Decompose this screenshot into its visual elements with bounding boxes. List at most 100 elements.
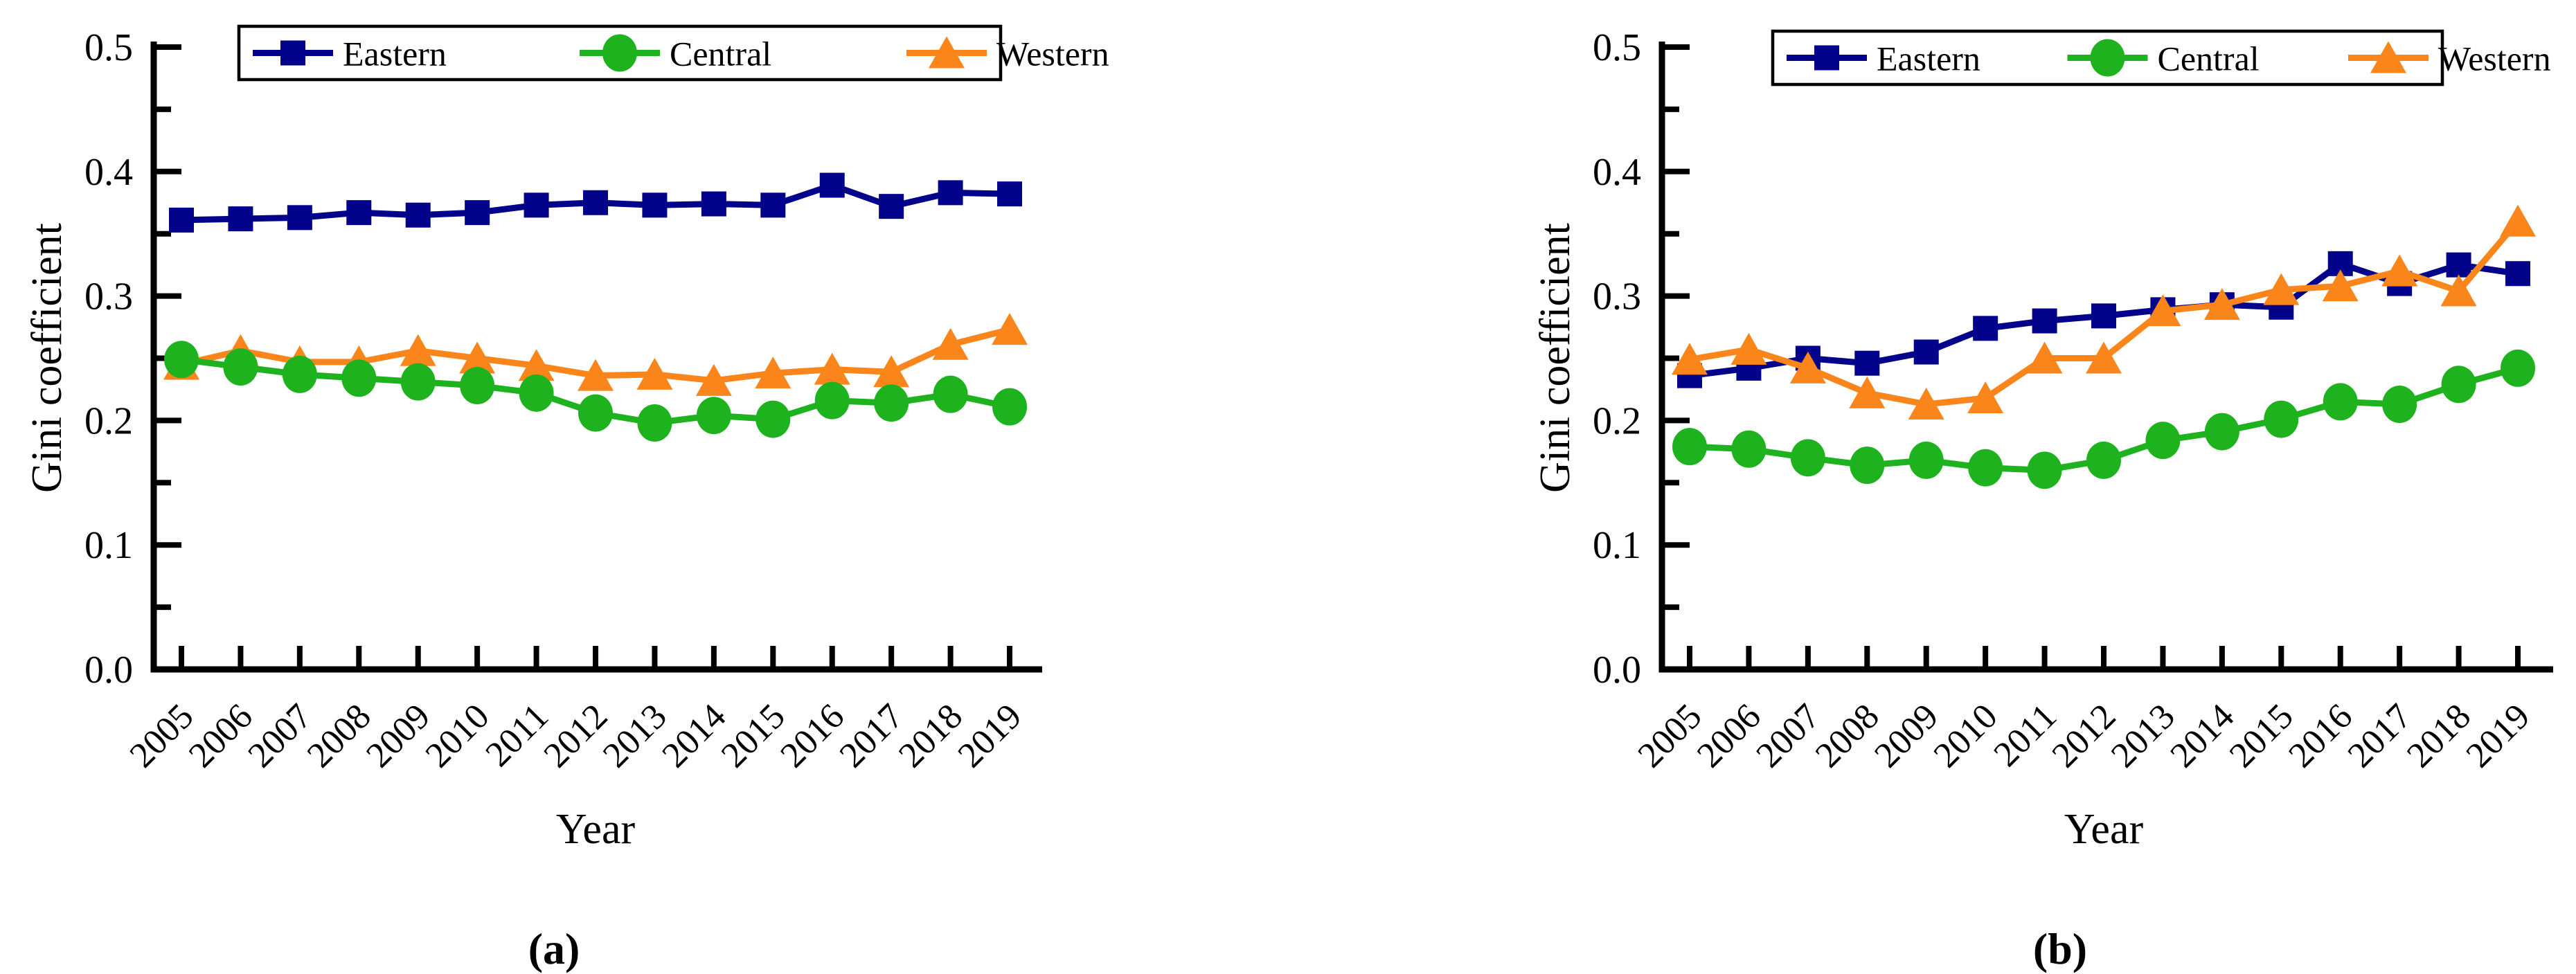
marker-eastern-2018 xyxy=(938,180,963,206)
x-tick-label-2018: 2018 xyxy=(891,696,970,775)
marker-western-2018 xyxy=(932,327,969,360)
marker-central-2007 xyxy=(282,355,317,393)
x-tick-label-2007: 2007 xyxy=(1749,696,1828,775)
marker-eastern-2011 xyxy=(524,192,549,218)
caption-b: (b) xyxy=(2033,924,2087,973)
y-tick-label: 0.4 xyxy=(84,151,133,194)
marker-central-2010 xyxy=(460,367,495,405)
marker-central-2009 xyxy=(1908,441,1944,479)
marker-central-2008 xyxy=(341,359,377,397)
marker-central-2011 xyxy=(519,374,554,412)
marker-central-2014 xyxy=(696,397,731,435)
marker-eastern-2017 xyxy=(879,194,904,219)
marker-eastern-2013 xyxy=(642,192,668,218)
x-tick-label-2015: 2015 xyxy=(714,696,793,775)
panel-a: 0.00.10.20.30.40.52005200620072008200920… xyxy=(24,24,1109,973)
marker-western-2012 xyxy=(2086,341,2122,374)
legend-marker-circle xyxy=(2090,39,2125,77)
marker-eastern-2019 xyxy=(997,181,1023,207)
marker-eastern-2007 xyxy=(287,205,312,231)
x-tick-label-2012: 2012 xyxy=(2045,696,2124,775)
marker-central-2015 xyxy=(755,400,791,438)
legend-marker-circle xyxy=(602,34,637,72)
legend-item-eastern: Eastern xyxy=(253,35,447,73)
marker-central-2018 xyxy=(2441,366,2476,404)
legend-item-central: Central xyxy=(2067,39,2260,78)
marker-central-2019 xyxy=(2501,349,2536,387)
x-tick-label-2011: 2011 xyxy=(478,696,556,774)
marker-central-2010 xyxy=(1968,449,2003,487)
y-tick-label: 0.0 xyxy=(1593,649,1641,692)
legend-marker-triangle xyxy=(929,36,965,69)
marker-central-2007 xyxy=(1790,439,1825,477)
marker-western-2018 xyxy=(2440,274,2477,307)
marker-western-2006 xyxy=(1730,332,1767,365)
x-tick-label-2005: 2005 xyxy=(1631,696,1710,775)
marker-western-2019 xyxy=(2500,204,2537,237)
legend-marker-square xyxy=(280,40,305,66)
x-tick-label-2018: 2018 xyxy=(2399,696,2478,775)
legend-label: Eastern xyxy=(343,35,447,73)
marker-western-2016 xyxy=(814,352,850,385)
marker-central-2017 xyxy=(874,384,909,422)
marker-central-2016 xyxy=(814,381,850,420)
panel-b: 0.00.10.20.30.40.52005200620072008200920… xyxy=(1532,26,2553,973)
legend-marker-triangle xyxy=(2370,41,2406,73)
marker-eastern-2005 xyxy=(169,207,194,233)
marker-western-2012 xyxy=(578,359,614,391)
marker-eastern-2010 xyxy=(465,200,490,226)
legend-label: Eastern xyxy=(1877,39,1980,78)
x-tick-label-2005: 2005 xyxy=(123,696,202,775)
marker-western-2014 xyxy=(2203,288,2240,321)
marker-central-2019 xyxy=(992,388,1028,426)
series-eastern xyxy=(1677,251,2531,388)
marker-eastern-2006 xyxy=(228,206,253,232)
legend: Eastern Central Western xyxy=(237,24,1109,82)
marker-central-2012 xyxy=(578,394,614,432)
marker-western-2015 xyxy=(2263,273,2300,305)
x-tick-label-2008: 2008 xyxy=(1808,696,1887,775)
x-tick-label-2013: 2013 xyxy=(2104,696,2183,775)
marker-central-2008 xyxy=(1850,447,1885,485)
legend: Eastern Central Western xyxy=(1771,29,2551,87)
y-tick-label: 0.3 xyxy=(84,276,133,318)
x-tick-label-2009: 2009 xyxy=(359,696,438,775)
y-tick-label: 0.4 xyxy=(1593,151,1641,194)
marker-western-2011 xyxy=(518,349,555,381)
x-tick-label-2017: 2017 xyxy=(2341,696,2420,775)
y-tick-label: 0.2 xyxy=(1593,399,1641,442)
legend-label: Western xyxy=(2438,39,2551,78)
y-tick-label: 0.1 xyxy=(1593,524,1641,567)
marker-central-2015 xyxy=(2264,400,2299,438)
legend-label: Central xyxy=(670,35,771,73)
marker-western-2010 xyxy=(1967,381,2004,414)
marker-western-2014 xyxy=(695,363,732,396)
y-tick-label: 0.3 xyxy=(1593,276,1641,318)
x-tick-label-2014: 2014 xyxy=(655,696,734,775)
x-tick-label-2010: 2010 xyxy=(1926,696,2005,775)
legend-label: Central xyxy=(2158,39,2260,78)
x-tick-label-2006: 2006 xyxy=(1690,696,1769,775)
marker-central-2009 xyxy=(400,363,436,401)
marker-western-2011 xyxy=(2026,341,2063,374)
x-tick-label-2011: 2011 xyxy=(1987,696,2064,774)
x-axis-title: Year xyxy=(2064,806,2144,853)
x-tick-label-2019: 2019 xyxy=(2459,696,2538,775)
marker-eastern-2009 xyxy=(405,202,431,228)
marker-western-2008 xyxy=(1849,376,1886,408)
x-tick-label-2007: 2007 xyxy=(241,696,320,775)
legend-label: Western xyxy=(996,35,1109,73)
marker-western-2010 xyxy=(459,341,496,374)
marker-western-2013 xyxy=(636,357,673,390)
marker-eastern-2010 xyxy=(1973,316,1998,341)
series-western xyxy=(1672,204,2537,420)
marker-central-2006 xyxy=(223,348,258,386)
marker-eastern-2019 xyxy=(2505,261,2531,287)
x-tick-label-2016: 2016 xyxy=(2281,696,2360,775)
marker-western-2017 xyxy=(2381,254,2418,287)
series-central xyxy=(1672,349,2536,489)
marker-western-2007 xyxy=(1789,351,1826,384)
marker-central-2005 xyxy=(1672,428,1707,466)
marker-western-2015 xyxy=(755,357,791,389)
